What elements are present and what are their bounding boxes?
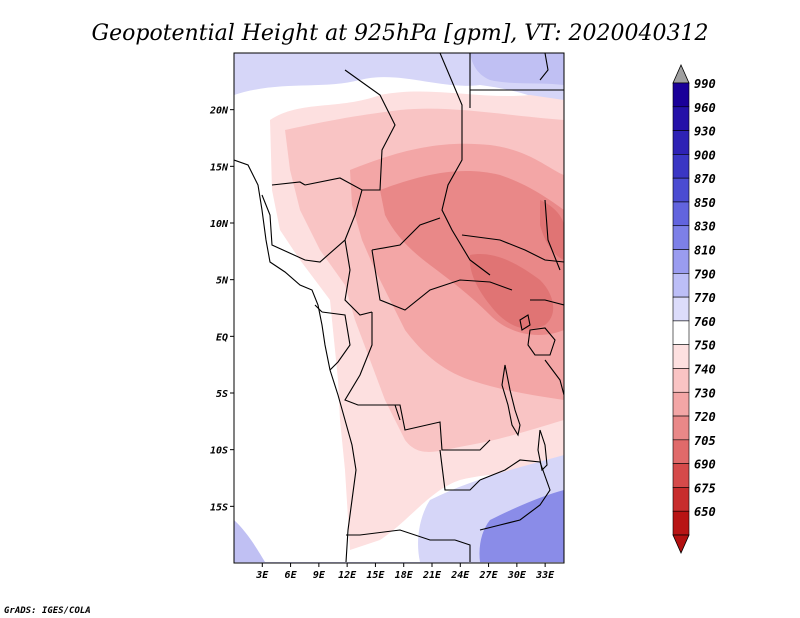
lon-label-24e: 24E bbox=[450, 570, 470, 581]
lat-label-15n: 15N bbox=[210, 162, 229, 173]
niger-chad-border bbox=[304, 69, 396, 191]
south-sudan-border bbox=[461, 234, 564, 263]
colorbar-swatch-740 bbox=[672, 368, 690, 393]
coastline bbox=[234, 159, 357, 563]
lon-label-30e: 30E bbox=[507, 570, 527, 581]
colorbar-label-650: 650 bbox=[694, 505, 716, 519]
height-field bbox=[234, 53, 564, 563]
northeast-blue bbox=[470, 53, 564, 85]
colorbar-label-870: 870 bbox=[694, 172, 716, 186]
colorbar-swatch-690 bbox=[672, 463, 690, 488]
colorbar-label-770: 770 bbox=[694, 291, 716, 305]
colorbar-label-705: 705 bbox=[694, 434, 716, 448]
colorbar-swatch-990 bbox=[672, 82, 690, 108]
colorbar-swatch-770 bbox=[672, 296, 690, 322]
colorbar-swatch-960 bbox=[672, 106, 690, 131]
nigeria-north-border bbox=[271, 181, 306, 186]
map-frame bbox=[233, 52, 565, 564]
lat-label-eq: EQ bbox=[216, 332, 228, 343]
southeast-deep-blue bbox=[479, 490, 564, 562]
colorbar-label-790: 790 bbox=[694, 267, 716, 281]
lon-label-15e: 15E bbox=[366, 570, 385, 581]
lat-label-10s: 10S bbox=[210, 446, 228, 457]
lake-tanganyika bbox=[501, 364, 521, 437]
lat-label-15s: 15S bbox=[210, 502, 228, 513]
chad-sudan-border bbox=[439, 53, 491, 276]
lake-malawi bbox=[537, 429, 548, 472]
longitude-axis: 3E 6E 9E 12E 15E 18E 21E 24E 27E 30E 33E bbox=[255, 563, 555, 581]
lon-label-33e: 33E bbox=[535, 570, 555, 581]
colorbar-swatch-810 bbox=[672, 249, 690, 274]
lon-label-6e: 6E bbox=[285, 570, 298, 581]
colorbar-swatch-790 bbox=[672, 273, 690, 298]
colorbar-swatch-705 bbox=[672, 439, 690, 464]
gabon-congo-border bbox=[321, 311, 351, 371]
north-blue-patch bbox=[340, 53, 470, 76]
colorbar-label-850: 850 bbox=[694, 196, 716, 210]
equatorial-guinea bbox=[314, 304, 323, 313]
colorbar-swatch-730 bbox=[672, 391, 690, 417]
colorbar-label-960: 960 bbox=[694, 101, 716, 115]
lat-label-5s: 5S bbox=[216, 389, 228, 400]
colorbar-top-arrow bbox=[672, 64, 690, 84]
red-sea-coast bbox=[539, 53, 549, 81]
colorbar-label-690: 690 bbox=[694, 458, 716, 472]
colorbar-swatch-850 bbox=[672, 201, 690, 227]
nigeria-border bbox=[261, 189, 363, 263]
drc-angola-border bbox=[358, 404, 491, 451]
lat-label-20n: 20N bbox=[209, 106, 229, 117]
colorbar-label-900: 900 bbox=[694, 148, 716, 162]
colorbar-label-990: 990 bbox=[694, 77, 716, 91]
colorbar-swatch-930 bbox=[672, 130, 690, 155]
angola-zambia-border bbox=[439, 449, 481, 491]
colorbar-label-760: 760 bbox=[694, 315, 716, 329]
car-border bbox=[371, 249, 513, 311]
east-border-south bbox=[544, 359, 564, 396]
map-title: Geopotential Height at 925hPa [gpm], VT:… bbox=[92, 21, 709, 46]
colorbar-swatch-870 bbox=[672, 177, 690, 203]
zambia-border bbox=[479, 459, 551, 531]
lon-label-18e: 18E bbox=[395, 570, 414, 581]
colorbar-swatch-830 bbox=[672, 225, 690, 250]
angola-south-border bbox=[346, 529, 455, 541]
colorbar-swatch-900 bbox=[672, 154, 690, 179]
colorbar-label-750: 750 bbox=[694, 339, 716, 353]
colorbar-label-830: 830 bbox=[694, 220, 716, 234]
lake-victoria bbox=[527, 327, 556, 356]
lat-label-10n: 10N bbox=[210, 219, 229, 230]
colorbar-label-810: 810 bbox=[694, 244, 716, 258]
car-north-border bbox=[371, 217, 441, 251]
colorbar-label-720: 720 bbox=[694, 410, 716, 424]
colorbar-label-740: 740 bbox=[694, 362, 716, 376]
colorbar-swatch-675 bbox=[672, 487, 690, 512]
lake-albert bbox=[519, 314, 531, 331]
namibia-border bbox=[454, 539, 471, 562]
colorbar-label-675: 675 bbox=[694, 481, 716, 495]
east-border bbox=[530, 299, 564, 306]
southwest-blue bbox=[234, 520, 265, 562]
grads-credit: GrADS: IGES/COLA bbox=[4, 606, 91, 616]
political-boundaries bbox=[234, 53, 564, 563]
darkest-core bbox=[469, 254, 554, 329]
lon-label-12e: 12E bbox=[338, 570, 357, 581]
lon-label-3e: 3E bbox=[255, 570, 269, 581]
colorbar-swatch-650 bbox=[672, 510, 690, 536]
colorbar-swatch-760 bbox=[672, 320, 690, 345]
colorbar-swatch-720 bbox=[672, 415, 690, 441]
lon-label-21e: 21E bbox=[422, 570, 442, 581]
cameroon-border bbox=[344, 239, 373, 316]
lat-label-5n: 5N bbox=[216, 276, 229, 287]
colorbar-swatch-750 bbox=[672, 344, 690, 369]
lon-label-27e: 27E bbox=[479, 570, 499, 581]
lon-label-9e: 9E bbox=[313, 570, 326, 581]
colorbar-bottom-arrow bbox=[672, 534, 690, 554]
color-scale-legend: 990 960 930 900 870 850 830 810 790 770 760 750 740 7… bbox=[672, 64, 716, 554]
colorbar-label-730: 730 bbox=[694, 386, 716, 400]
colorbar-label-930: 930 bbox=[694, 125, 716, 139]
latitude-axis: 20N 15N 10N 5N EQ 5S 10S 15S bbox=[209, 106, 234, 513]
ethiopia-border bbox=[544, 199, 561, 271]
